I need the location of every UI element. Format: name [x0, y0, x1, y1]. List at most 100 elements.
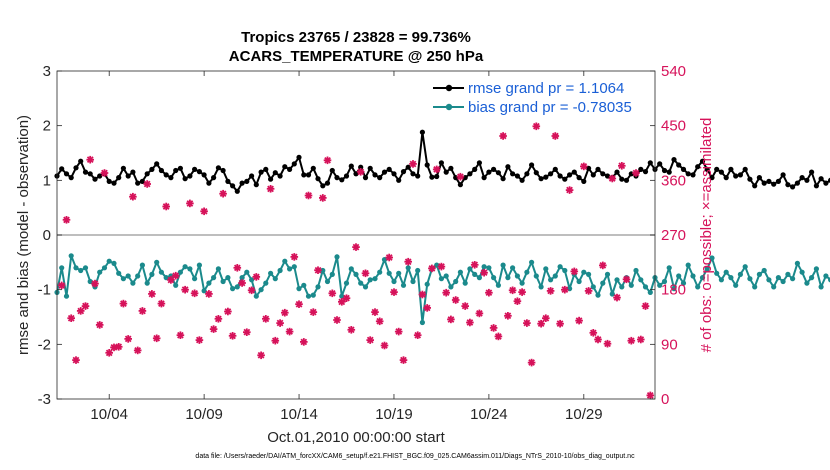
obs-count-point: [546, 287, 555, 295]
rmse-point: [642, 169, 649, 175]
left-tick-label: -2: [38, 336, 51, 353]
left-tick-label: 0: [43, 227, 51, 244]
rmse-point: [244, 178, 250, 184]
obs-count-point: [527, 358, 536, 367]
bias-point: [723, 269, 729, 275]
bias-point: [82, 265, 89, 271]
obs-count-point: [356, 168, 365, 176]
rmse-point: [680, 166, 687, 172]
bias-point: [614, 277, 620, 283]
rmse-point: [239, 180, 245, 186]
rmse-point: [723, 175, 729, 181]
bias-point: [647, 289, 653, 295]
bias-point: [690, 273, 696, 279]
rmse-point: [139, 178, 145, 184]
obs-count-point: [342, 294, 351, 302]
bias-point: [391, 278, 397, 285]
bias-point: [538, 284, 544, 290]
rmse-point: [362, 175, 369, 181]
bias-point: [215, 266, 221, 272]
bias-point: [771, 284, 777, 290]
bias-point: [386, 270, 392, 276]
right-tick-label: 360: [661, 172, 686, 189]
rmse-point: [201, 172, 207, 178]
bias-point: [638, 277, 644, 283]
rmse-point: [809, 169, 815, 175]
rmse-point: [301, 172, 307, 178]
obs-count-point: [432, 165, 441, 174]
obs-count-point: [480, 268, 488, 277]
rmse-point: [685, 171, 691, 177]
rmse-point: [495, 170, 501, 176]
obs-count-point: [580, 162, 588, 171]
obs-count-point: [399, 356, 408, 364]
bias-point: [519, 280, 525, 286]
bias-point: [823, 273, 829, 279]
left-axis-label: rmse and bias (model - observation): [15, 115, 32, 355]
obs-count-point: [613, 293, 621, 302]
rmse-point: [671, 157, 677, 163]
obs-count-point: [589, 329, 598, 337]
obs-count-point: [347, 326, 356, 334]
bias-line: [56, 254, 830, 324]
rmse-point: [234, 188, 240, 194]
bias-point: [742, 264, 748, 270]
bias-point: [752, 284, 758, 290]
bias-point: [486, 265, 492, 271]
rmse-point: [557, 173, 563, 179]
rmse-point: [296, 154, 302, 160]
rmse-point: [486, 169, 492, 175]
bias-point: [548, 277, 554, 283]
bias-point: [149, 271, 155, 277]
obs-count-point: [641, 302, 650, 310]
x-tick-label: 10/24: [470, 406, 508, 423]
rmse-point: [571, 169, 577, 175]
rmse-point: [59, 166, 65, 172]
bias-point: [619, 284, 625, 290]
rmse-point: [182, 176, 188, 182]
chart-title-line2: ACARS_TEMPERATURE @ 250 hPa: [229, 48, 484, 65]
bias-point: [552, 273, 558, 279]
rmse-point: [106, 178, 112, 184]
bias-point: [562, 267, 568, 274]
bias-point: [761, 267, 767, 274]
bias-point: [78, 267, 84, 274]
rmse-point: [823, 180, 829, 186]
obs-count-point: [385, 253, 393, 262]
obs-count-point: [594, 335, 602, 344]
bias-point: [699, 275, 706, 281]
obs-count-point: [262, 315, 270, 323]
bias-point: [348, 266, 354, 272]
bias-point: [63, 293, 70, 299]
rmse-point: [377, 175, 383, 181]
rmse-point: [747, 176, 753, 182]
rmse-point: [130, 169, 136, 175]
rmse-point: [282, 164, 288, 170]
rmse-point: [73, 165, 79, 171]
bias-point: [529, 259, 535, 265]
rmse-point: [619, 176, 625, 182]
rmse-point: [737, 172, 744, 178]
obs-count-point: [181, 285, 189, 294]
bias-point: [353, 271, 359, 277]
rmse-point: [666, 169, 672, 175]
obs-count-point: [271, 336, 280, 345]
bias-point: [97, 269, 103, 275]
bias-point: [324, 278, 331, 285]
bias-point: [600, 280, 606, 286]
legend-rmse-label: rmse grand pr = 1.1064: [468, 80, 624, 97]
rmse-point: [358, 164, 364, 170]
bias-point: [367, 277, 373, 283]
rmse-point: [192, 166, 198, 172]
obs-count-point: [418, 290, 427, 299]
bias-point: [448, 284, 454, 290]
bias-point: [177, 269, 183, 275]
rmse-point: [310, 165, 316, 171]
right-tick-label: 270: [661, 227, 686, 244]
bias-point: [443, 273, 449, 279]
obs-count-point: [72, 356, 80, 364]
rmse-point: [476, 160, 482, 166]
obs-count-point: [523, 319, 531, 327]
rmse-point: [775, 178, 782, 184]
obs-count-point: [575, 316, 583, 325]
